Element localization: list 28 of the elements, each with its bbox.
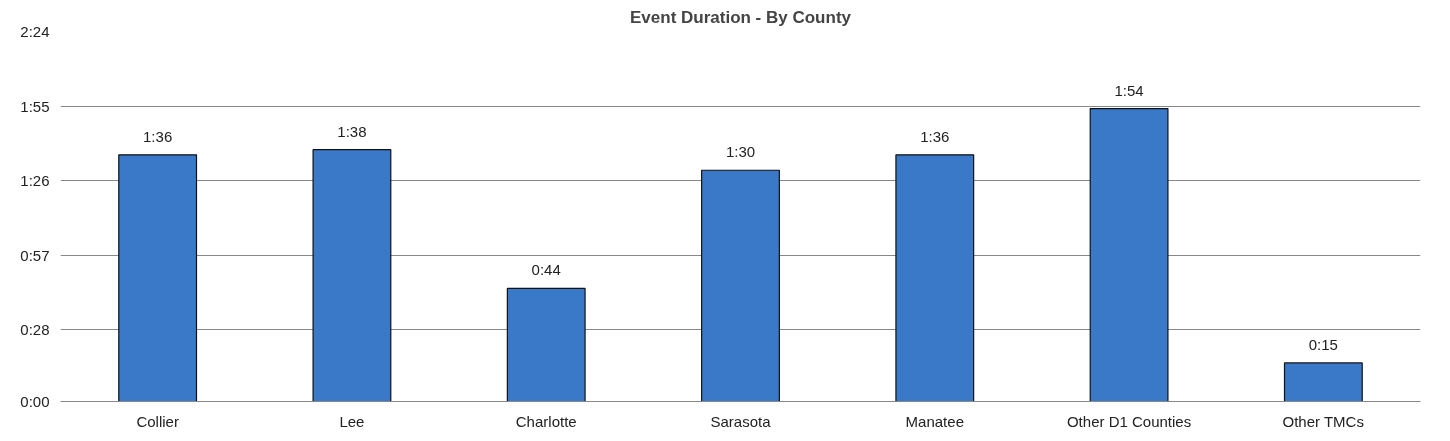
y-tick-label: 1:26	[20, 172, 50, 190]
y-tick-label: 1:55	[20, 97, 50, 115]
x-tick-label: Charlotte	[515, 412, 577, 430]
data-label: 1:54	[1114, 81, 1144, 99]
y-tick-label: 0:00	[20, 393, 50, 410]
data-label: 1:30	[725, 143, 756, 161]
y-tick-label: 0:57	[20, 246, 50, 264]
bar	[1283, 362, 1363, 402]
x-tick-label: Lee	[339, 412, 365, 430]
data-label: 0:15	[1308, 335, 1338, 353]
data-label: 1:36	[920, 127, 950, 145]
data-label: 1:36	[143, 127, 173, 145]
data-label: 1:38	[337, 122, 367, 140]
bar	[312, 149, 392, 402]
bar	[506, 287, 586, 402]
y-tick-label: 0:28	[20, 321, 50, 339]
x-tick-label: Manatee	[905, 412, 964, 430]
bar	[1089, 107, 1169, 402]
x-tick-label: Collier	[136, 412, 179, 430]
bar	[701, 169, 780, 402]
x-tick-label: Sarasota	[710, 412, 772, 430]
x-tick-label: Other D1 Counties	[1066, 412, 1192, 430]
y-tick-label: 2:24	[20, 23, 50, 40]
bar	[118, 154, 198, 402]
x-tick-label: Other TMCs	[1282, 412, 1364, 430]
data-label: 0:44	[531, 261, 561, 279]
chart-title: Event Duration - By County	[630, 7, 852, 27]
bar	[895, 154, 975, 402]
